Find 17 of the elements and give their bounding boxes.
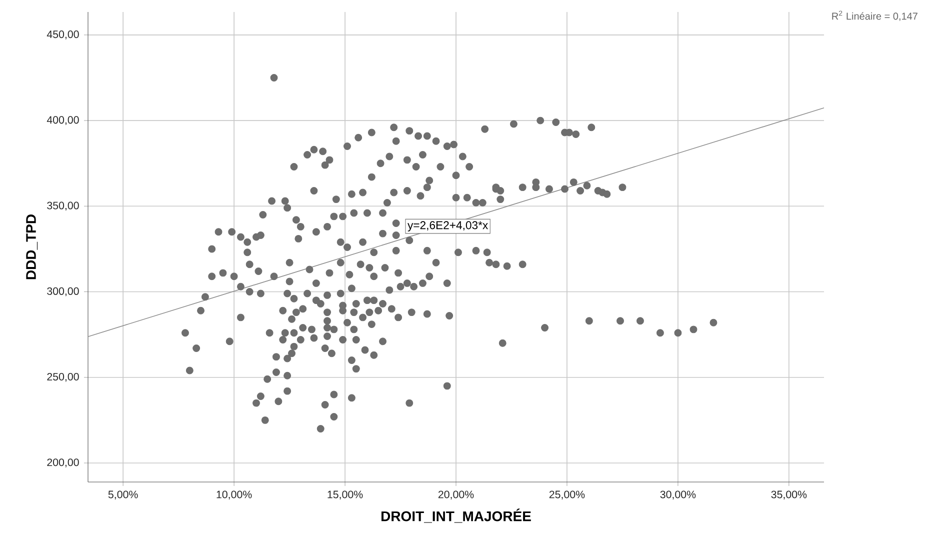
x-tick-label: 25,00% bbox=[549, 490, 585, 500]
y-tick-label: 350,00 bbox=[47, 202, 79, 211]
x-tick-label: 10,00% bbox=[216, 490, 252, 500]
y-axis-title: DDD_TPD bbox=[26, 214, 38, 280]
y-tick-label: 200,00 bbox=[47, 458, 79, 468]
x-tick-label: 30,00% bbox=[660, 490, 696, 500]
x-tick-label: 5,00% bbox=[108, 490, 138, 500]
x-tick-label: 20,00% bbox=[438, 490, 474, 500]
y-tick-label: 250,00 bbox=[47, 372, 79, 382]
x-axis-title: DROIT_INT_MAJORÉE bbox=[381, 508, 531, 523]
text: R$^{2}$ Linéaire = 0,147 bbox=[832, 10, 918, 21]
y-tick-label: 400,00 bbox=[46, 116, 79, 125]
annotation: y=2,6E2+4,03*x bbox=[408, 221, 488, 232]
x-tick-label: 15,00% bbox=[328, 490, 363, 500]
y-tick-label: 300,00 bbox=[47, 287, 79, 296]
y-tick-label: 450,00 bbox=[46, 30, 79, 40]
x-tick-label: 35,00% bbox=[771, 490, 807, 500]
